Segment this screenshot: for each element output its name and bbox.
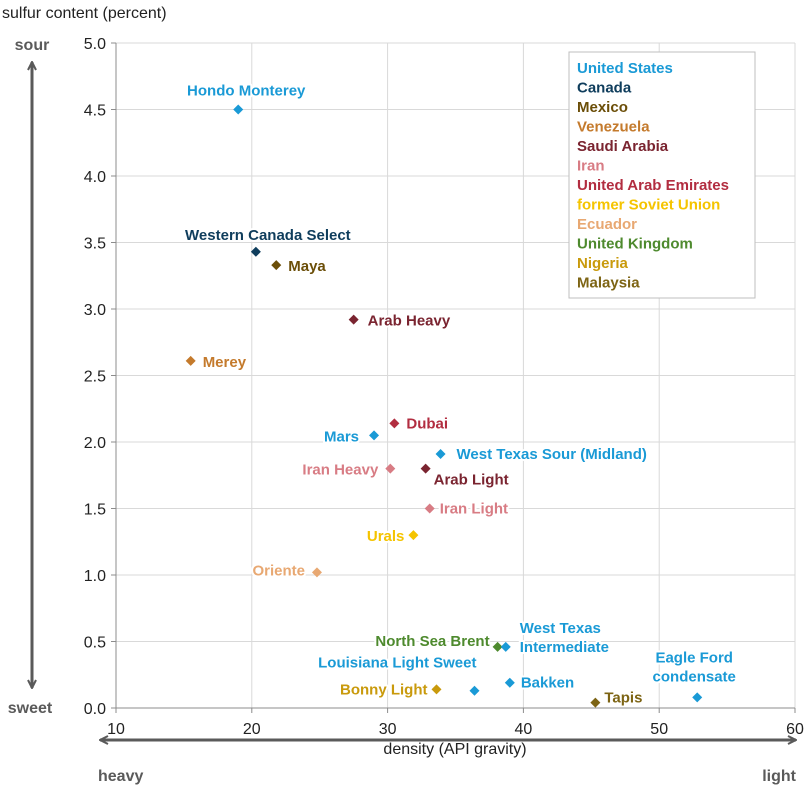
data-point [348,314,359,325]
x-tick-label: 60 [786,721,804,738]
legend-item: United Arab Emirates [577,177,729,194]
point-label: Iran Heavy [302,462,379,479]
y-tick-label: 1.0 [84,568,106,585]
x-tick-label: 30 [379,721,397,738]
point-label: Tapis [604,690,642,707]
data-point [504,677,515,688]
data-point [408,530,419,541]
point-label: North Sea Brent [375,633,489,650]
point-label: Dubai [406,415,448,432]
y-tick-label: 4.5 [84,103,106,120]
legend-item: Malaysia [577,275,640,292]
data-point [271,260,282,271]
y-tick-label: 0.5 [84,635,106,652]
data-point [420,463,431,474]
point-labels: Hondo Monterey Western Canada Select Maya A… [183,81,738,709]
legend-item: Iran [577,158,605,175]
legend-item: United States [577,60,673,77]
point-label: West Texas Sour (Midland) [457,446,647,463]
point-label: Louisiana Light Sweet [318,655,476,672]
y-tick-label: 0.0 [84,701,106,718]
data-point [431,684,442,695]
y-end-bottom-label: sweet [8,700,53,717]
legend-item: United Kingdom [577,236,693,253]
y-tick-label: 1.5 [84,502,106,519]
point-label: Western Canada Select [185,227,351,244]
axes: 0.0 0.5 1.0 1.5 2.0 2.5 3.0 3.5 4.0 4.5 5.0 10 20 30 4… [84,36,804,738]
point-label: West Texas Intermediate [520,620,609,656]
data-point [369,430,380,441]
point-label: Bonny Light [340,681,427,698]
data-point [233,104,244,115]
y-axis-title: sulfur content (percent) [2,5,167,22]
y-tick-label: 2.5 [84,369,106,386]
y-end-top-label: sour [15,37,50,54]
x-end-left-label: heavy [98,768,143,785]
data-point [692,692,703,703]
legend-item: Saudi Arabia [577,138,669,155]
x-tick-label: 10 [107,721,125,738]
data-points [185,104,703,708]
legend-item: Canada [577,80,632,97]
legend-item: Ecuador [577,216,637,233]
legend-item: Nigeria [577,255,629,272]
data-point [469,685,480,696]
y-tick-label: 2.0 [84,435,106,452]
data-point [389,418,400,429]
data-point [385,463,396,474]
legend-box [568,51,756,299]
point-label: Mars [324,428,359,445]
y-tick-label: 3.5 [84,236,106,253]
data-point [185,355,196,366]
data-point [590,697,601,708]
x-tick-label: 40 [515,721,533,738]
point-label: Urals [367,528,405,545]
point-label: Hondo Monterey [187,83,306,100]
x-tick-label: 50 [650,721,668,738]
point-label: Merey [203,354,247,371]
legend-item: Venezuela [577,119,650,136]
point-label: Oriente [252,562,305,579]
point-label: Arab Light [434,472,509,489]
y-tick-label: 4.0 [84,169,106,186]
point-label: Bakken [521,675,574,692]
x-tick-label: 20 [243,721,261,738]
x-end-right-label: light [762,768,796,785]
data-point [500,641,511,652]
data-point [424,503,435,514]
y-tick-label: 3.0 [84,302,106,319]
legend-item: former Soviet Union [577,197,720,214]
data-point [250,246,261,257]
data-point [311,567,322,578]
data-point [435,448,446,459]
data-point [492,641,503,652]
legend: United States Canada Mexico Venezuela Saudi … [568,51,756,299]
y-tick-label: 5.0 [84,36,106,53]
x-axis-title: density (API gravity) [383,741,526,758]
point-label: Iran Light [440,501,508,518]
legend-item: Mexico [577,99,628,116]
point-label: Maya [288,258,326,275]
point-label: Arab Heavy [368,313,451,330]
point-label: Eagle Ford condensate [653,649,736,685]
